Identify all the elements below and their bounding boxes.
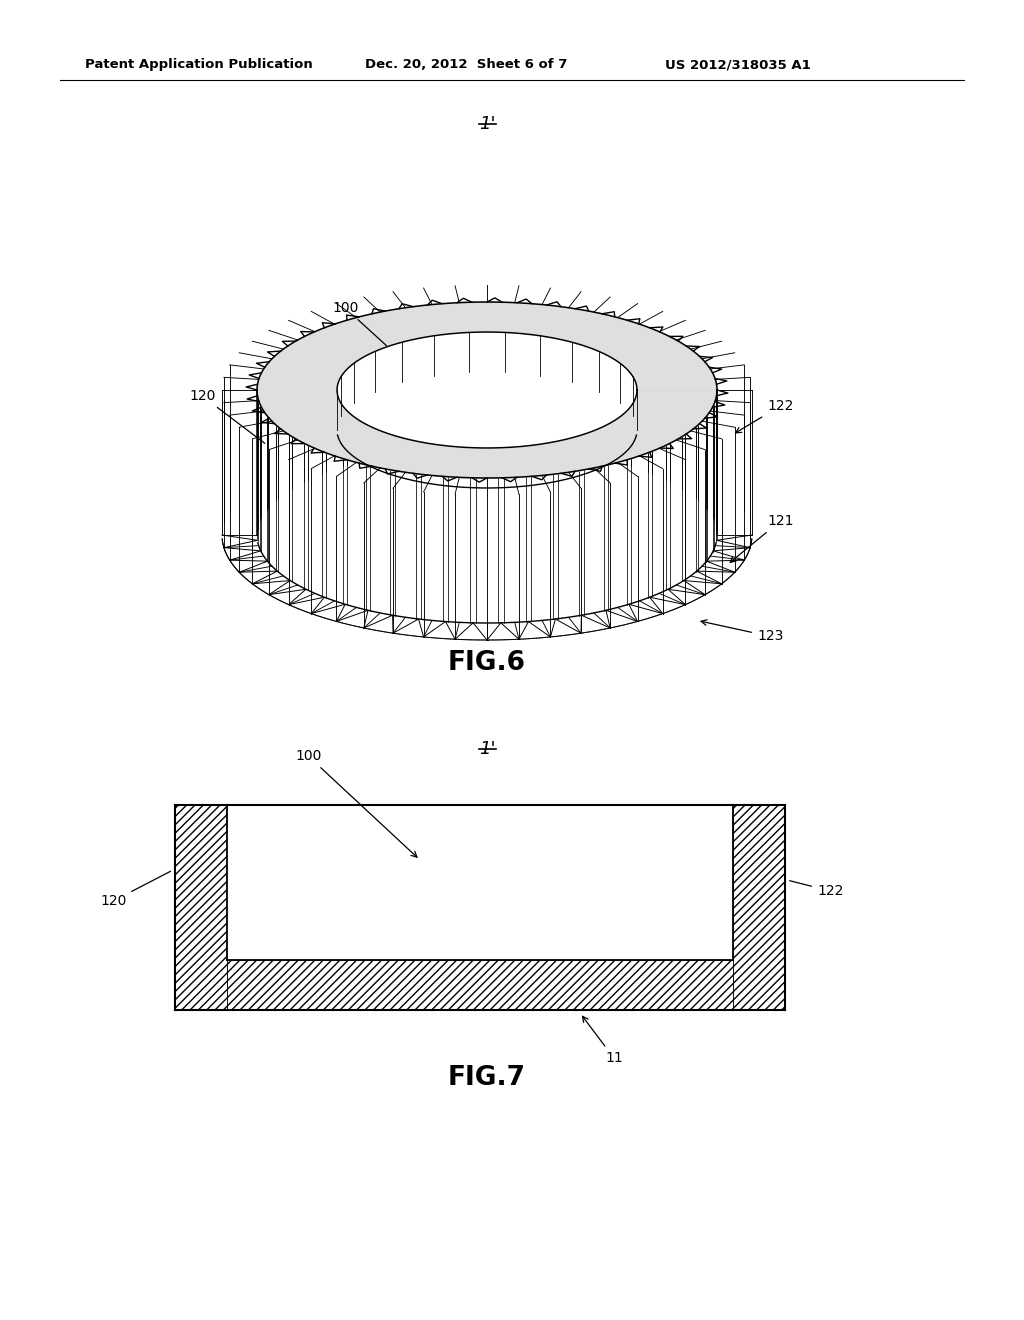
Text: Dec. 20, 2012  Sheet 6 of 7: Dec. 20, 2012 Sheet 6 of 7: [365, 58, 567, 71]
Bar: [175, 805, 785, 1010]
Text: Patent Application Publication: Patent Application Publication: [85, 58, 312, 71]
Text: 120: 120: [189, 389, 265, 444]
Bar: [227, 805, 733, 960]
Polygon shape: [337, 333, 637, 447]
Text: 1': 1': [479, 741, 496, 758]
Bar: [227, 960, 733, 1010]
Text: 100: 100: [332, 301, 454, 407]
Text: 120: 120: [100, 871, 171, 908]
Text: US 2012/318035 A1: US 2012/318035 A1: [665, 58, 811, 71]
Text: 11: 11: [583, 1016, 623, 1065]
Text: 100: 100: [295, 748, 417, 857]
Text: 123: 123: [701, 620, 783, 643]
Polygon shape: [257, 302, 717, 478]
Text: 1': 1': [479, 115, 496, 133]
Polygon shape: [337, 333, 637, 447]
Text: 121: 121: [730, 513, 794, 562]
Text: 122: 122: [790, 880, 844, 898]
Text: 122: 122: [735, 399, 794, 433]
Text: FIG.6: FIG.6: [449, 649, 526, 676]
Bar: [733, 805, 785, 1010]
Polygon shape: [337, 333, 637, 447]
Polygon shape: [257, 302, 717, 478]
Text: FIG.7: FIG.7: [449, 1065, 526, 1092]
Bar: [175, 805, 227, 1010]
